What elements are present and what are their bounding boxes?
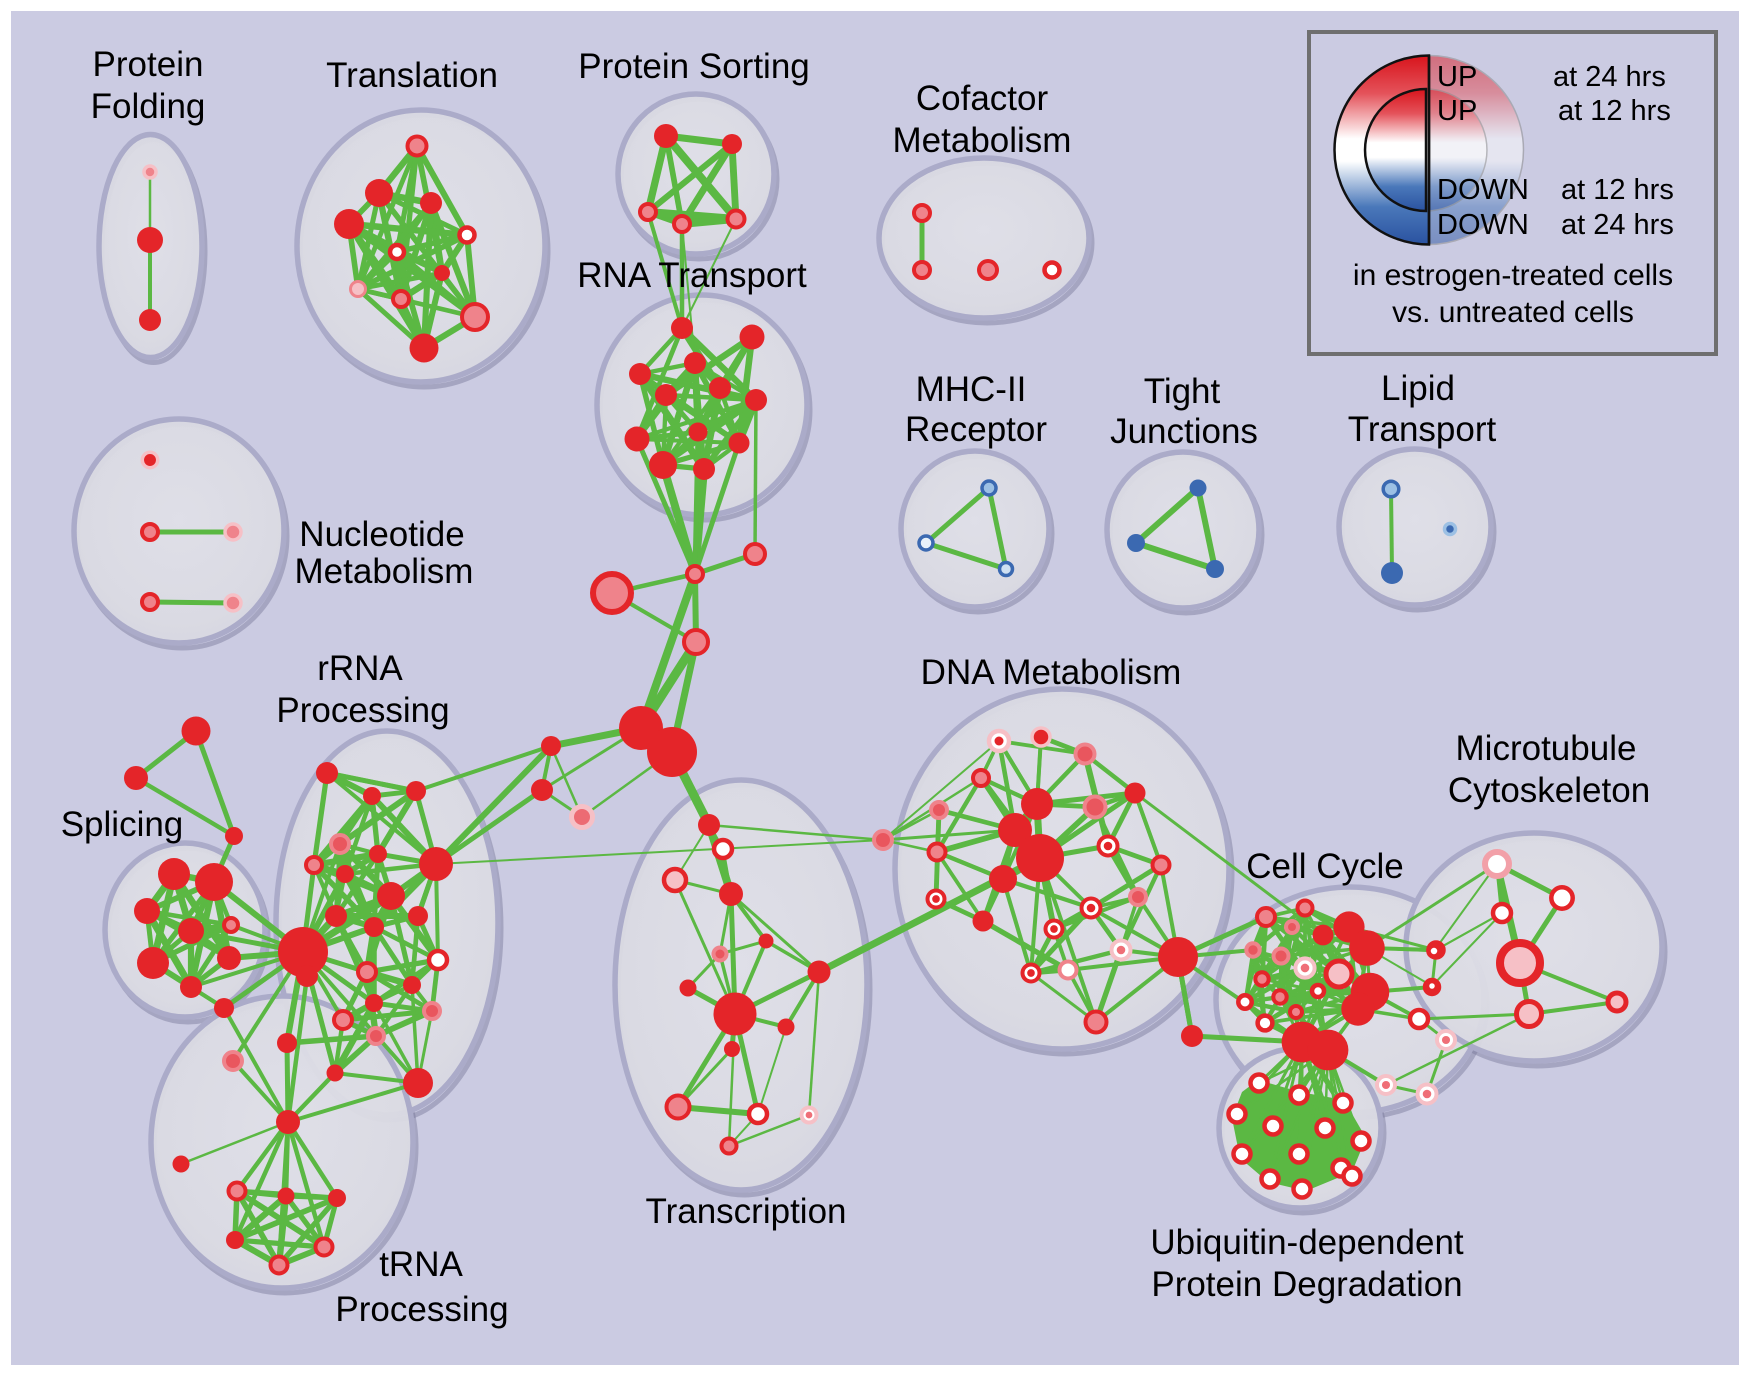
svg-text:Cell Cycle: Cell Cycle bbox=[1246, 847, 1404, 886]
svg-text:Tight: Tight bbox=[1144, 372, 1221, 411]
svg-text:DOWN: DOWN bbox=[1437, 209, 1529, 241]
svg-text:tRNA: tRNA bbox=[379, 1245, 463, 1284]
svg-text:Protein Degradation: Protein Degradation bbox=[1151, 1265, 1462, 1304]
svg-text:UP: UP bbox=[1437, 61, 1477, 93]
svg-text:Lipid: Lipid bbox=[1381, 369, 1455, 408]
svg-text:Transcription: Transcription bbox=[646, 1192, 847, 1231]
svg-text:Protein: Protein bbox=[93, 45, 204, 84]
svg-text:Ubiquitin-dependent: Ubiquitin-dependent bbox=[1150, 1223, 1464, 1262]
svg-text:Cytoskeleton: Cytoskeleton bbox=[1448, 771, 1650, 810]
svg-text:Cofactor: Cofactor bbox=[916, 79, 1049, 118]
svg-text:vs. untreated cells: vs. untreated cells bbox=[1392, 296, 1634, 329]
svg-text:Protein Sorting: Protein Sorting bbox=[578, 47, 810, 86]
svg-text:RNA Transport: RNA Transport bbox=[577, 256, 807, 295]
svg-text:in estrogen-treated cells: in estrogen-treated cells bbox=[1353, 259, 1673, 292]
svg-text:UP: UP bbox=[1437, 95, 1477, 127]
svg-text:DOWN: DOWN bbox=[1437, 174, 1529, 206]
svg-text:Folding: Folding bbox=[91, 87, 206, 126]
svg-text:at 12 hrs: at 12 hrs bbox=[1558, 95, 1671, 127]
svg-text:DNA Metabolism: DNA Metabolism bbox=[921, 653, 1182, 692]
svg-text:Receptor: Receptor bbox=[905, 410, 1047, 449]
svg-text:Splicing: Splicing bbox=[61, 805, 184, 844]
svg-text:Microtubule: Microtubule bbox=[1456, 729, 1637, 768]
svg-text:Metabolism: Metabolism bbox=[295, 552, 474, 591]
svg-text:at 12 hrs: at 12 hrs bbox=[1561, 174, 1674, 206]
svg-text:Junctions: Junctions bbox=[1110, 412, 1258, 451]
svg-text:Processing: Processing bbox=[276, 691, 449, 730]
svg-text:Translation: Translation bbox=[326, 56, 498, 95]
svg-text:Processing: Processing bbox=[335, 1290, 508, 1329]
svg-text:Transport: Transport bbox=[1348, 410, 1497, 449]
svg-text:at 24 hrs: at 24 hrs bbox=[1561, 209, 1674, 241]
svg-text:Metabolism: Metabolism bbox=[893, 121, 1072, 160]
svg-text:rRNA: rRNA bbox=[317, 649, 403, 688]
svg-text:at 24 hrs: at 24 hrs bbox=[1553, 61, 1666, 93]
svg-text:Nucleotide: Nucleotide bbox=[299, 515, 464, 554]
svg-text:MHC-II: MHC-II bbox=[916, 370, 1027, 409]
